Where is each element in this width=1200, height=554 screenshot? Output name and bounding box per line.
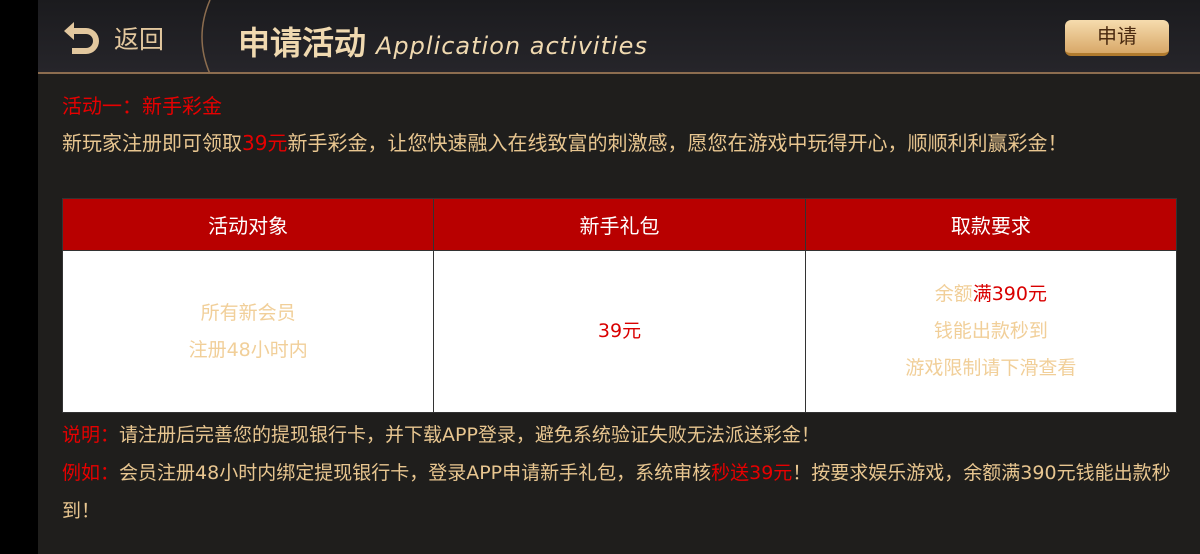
note: 说明：请注册后完善您的提现银行卡，并下载APP登录，避免系统验证失败无法派送彩金…: [62, 416, 1177, 454]
target-cell: 所有新会员注册48小时内: [61, 250, 435, 413]
note-label: 说明：: [62, 424, 120, 446]
example-text-end: ！按要求娱乐游戏，余额满390元钱能出款秒到！: [62, 462, 1171, 522]
example-label: 例如：: [62, 462, 120, 484]
activity-heading: 活动一：新手彩金: [62, 94, 222, 118]
back-arrow-icon: [64, 22, 99, 54]
activity-table: 活动对象 新手礼包 取款要求 所有新会员注册48小时内 39元 余额满390元钱…: [61, 198, 1178, 413]
target-line: 所有新会员: [200, 301, 296, 324]
page-title: 申请活动 Application activities: [238, 18, 648, 64]
col-target: 活动对象: [61, 198, 435, 251]
example-text: 会员注册48小时内绑定提现银行卡，登录APP申请新手礼包，系统审核: [119, 462, 712, 484]
intro-text-end: 新手彩金，让您快速融入在线致富的刺激感，愿您在游戏中玩得开心，顺顺利利赢彩金！: [287, 131, 1068, 155]
header-bar: 返回 申请活动 Application activities 申请: [38, 0, 1200, 74]
table-header-row: 活动对象 新手礼包 取款要求: [61, 198, 1178, 251]
activity-intro: 新玩家注册即可领取39元新手彩金，让您快速融入在线致富的刺激感，愿您在游戏中玩得…: [62, 124, 1172, 162]
note-text: 请注册后完善您的提现银行卡，并下载APP登录，避免系统验证失败无法派送彩金！: [119, 424, 820, 446]
table-row: 所有新会员注册48小时内 39元 余额满390元钱能出款秒到游戏限制请下滑查看: [61, 250, 1178, 413]
col-gift: 新手礼包: [433, 198, 806, 251]
req-line: 游戏限制请下滑查看: [905, 357, 1077, 379]
title-en: Application activities: [376, 32, 648, 60]
intro-text: 新玩家注册即可领取: [62, 131, 242, 155]
app: 返回 申请活动 Application activities 申请 活动一：新手彩…: [38, 0, 1200, 554]
example-highlight: 秒送39元: [711, 462, 793, 484]
req-amount: 满390元: [972, 283, 1047, 305]
header-divider: [201, 0, 211, 74]
title-cn: 申请活动: [238, 24, 367, 62]
back-button[interactable]: 返回: [60, 18, 164, 58]
back-label: 返回: [114, 25, 165, 54]
example: 例如：会员注册48小时内绑定提现银行卡，登录APP申请新手礼包，系统审核秒送39…: [62, 454, 1177, 530]
req-text: 余额: [934, 283, 973, 305]
target-line: 注册48小时内: [188, 338, 308, 361]
apply-button[interactable]: 申请: [1065, 20, 1169, 56]
col-requirement: 取款要求: [804, 198, 1178, 251]
req-line: 钱能出款秒到: [933, 320, 1048, 342]
requirement-cell: 余额满390元钱能出款秒到游戏限制请下滑查看: [804, 250, 1178, 413]
intro-amount: 39元: [242, 131, 288, 155]
gift-cell: 39元: [433, 250, 806, 413]
